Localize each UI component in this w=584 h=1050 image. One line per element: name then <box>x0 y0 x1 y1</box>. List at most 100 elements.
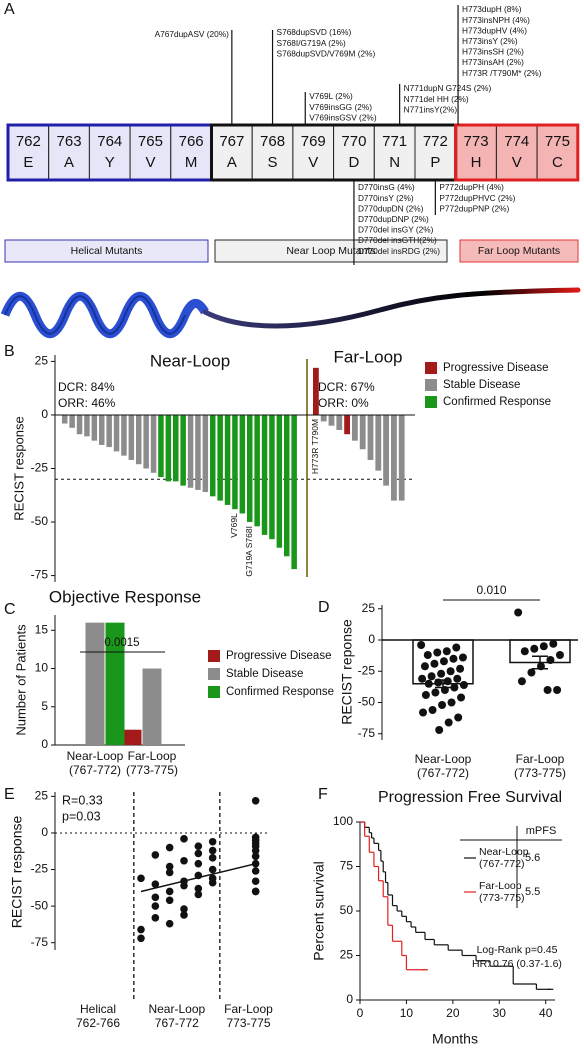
residue-aa: Y <box>105 154 115 171</box>
data-point <box>439 657 448 666</box>
residue-number: 769 <box>301 133 326 150</box>
data-point <box>423 651 432 659</box>
legend-label: Progressive Disease <box>226 650 331 662</box>
panel-label: D <box>318 599 330 616</box>
data-point <box>194 884 203 893</box>
y-axis-label: RECIST response <box>11 416 26 521</box>
y-tick-label: 0 <box>41 737 48 751</box>
residue-number: 771 <box>382 133 407 150</box>
region-label-box <box>4 239 209 263</box>
y-tick-label: 25 <box>362 601 376 615</box>
y-tick-label: -75 <box>358 726 376 740</box>
helix-ribbon <box>0 287 581 339</box>
data-point <box>165 887 174 896</box>
y-tick-label: -50 <box>358 695 376 709</box>
x-tick-label: Near-Loop (767-772) <box>67 749 124 777</box>
bar <box>202 414 209 493</box>
residue-aa: A <box>227 154 237 171</box>
residue-number: 775 <box>545 133 570 150</box>
legend-swatch <box>208 668 220 680</box>
bar <box>122 729 142 745</box>
bar <box>62 414 68 424</box>
data-point <box>435 726 444 734</box>
data-point <box>137 874 145 883</box>
data-point <box>527 668 536 677</box>
bar <box>113 414 120 452</box>
mutation-label: H773insNPH (4%) <box>462 15 530 25</box>
data-point <box>251 846 260 855</box>
residue-box <box>536 124 579 181</box>
x-tick-label: Far-Loop (773-775) <box>126 749 178 777</box>
data-point <box>549 639 558 648</box>
data-point <box>447 698 456 707</box>
bar <box>180 414 186 486</box>
data-point <box>208 878 217 887</box>
data-point <box>430 659 439 668</box>
mutation-label: P772dupPNP (2%) <box>439 203 509 213</box>
data-point <box>442 647 451 656</box>
bar <box>391 414 397 501</box>
data-point <box>151 851 160 859</box>
bar-label: H773R T790M <box>310 419 320 474</box>
y-tick-label: 100 <box>333 814 353 828</box>
legend-label: Far-Loop (773-775) <box>479 880 525 904</box>
residue-box <box>455 124 497 181</box>
data-point <box>446 667 455 676</box>
median-value: 5.6 <box>525 852 540 864</box>
bar <box>284 414 290 557</box>
data-point <box>453 674 462 683</box>
mutation-label: N771dupN G724S (2%) <box>404 83 492 93</box>
data-point <box>443 677 452 686</box>
y-tick-label: 10 <box>35 661 49 675</box>
y-tick-label: -25 <box>358 663 376 677</box>
bar <box>328 414 335 426</box>
x-tick-label: Helical 762-766 <box>76 1002 120 1030</box>
data-point <box>151 880 160 888</box>
loop-tube <box>202 287 581 329</box>
bar <box>84 414 90 437</box>
x-tick-label: 30 <box>493 1006 507 1020</box>
mutation-label: H773insY (2%) <box>462 36 518 46</box>
residue-number: 765 <box>138 133 163 150</box>
bar-label: G719A S768I <box>244 526 254 577</box>
x-tick-label: Far-Loop (773-775) <box>514 752 566 780</box>
bar <box>313 367 319 415</box>
data-point <box>452 643 461 652</box>
residue-aa: E <box>23 154 33 171</box>
region-label: Helical Mutants <box>71 245 143 257</box>
bar <box>143 414 149 469</box>
panel-label: F <box>318 786 328 803</box>
data-point <box>514 608 523 617</box>
mutation-label: V769L (2%) <box>309 91 353 101</box>
helix-edge <box>4 295 186 335</box>
data-point <box>194 859 203 868</box>
bar <box>76 414 83 435</box>
bar <box>142 668 162 745</box>
region-label: Near Loop Mutants <box>286 245 375 257</box>
data-point <box>417 641 426 649</box>
data-point <box>428 706 437 714</box>
y-tick-label: 0 <box>368 632 375 646</box>
data-point <box>539 642 548 651</box>
p-value: 0.0015 <box>104 637 139 649</box>
data-point <box>251 852 260 861</box>
panel-label: A <box>4 1 15 18</box>
p-value: 0.010 <box>476 583 506 597</box>
panel-label: C <box>4 601 16 618</box>
data-point <box>520 647 529 656</box>
data-point <box>165 919 174 928</box>
median-value: 5.5 <box>525 886 540 898</box>
y-tick-label: 25 <box>340 948 354 962</box>
data-point <box>421 691 430 699</box>
mutation-label: V769insGG (2%) <box>309 102 372 112</box>
x-tick-label: 40 <box>539 1006 553 1020</box>
bar <box>375 414 382 471</box>
bar <box>367 414 374 460</box>
residue-number: 767 <box>219 133 244 150</box>
bar <box>344 414 350 435</box>
data-point <box>434 678 443 687</box>
mutation-label: D770del insGTH(2%) <box>358 235 437 245</box>
data-point <box>165 843 174 852</box>
bar <box>224 414 231 505</box>
bar <box>121 414 127 456</box>
